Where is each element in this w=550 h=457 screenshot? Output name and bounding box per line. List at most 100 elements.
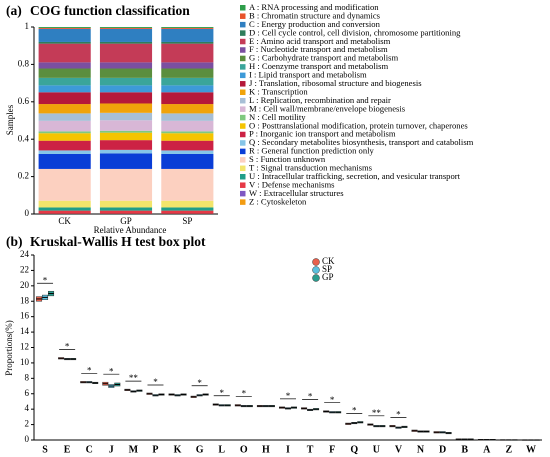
- legend-swatch: [240, 30, 246, 36]
- legend-label: Z : Cytoskeleton: [249, 196, 307, 206]
- chart-title: COG function classification: [30, 3, 190, 18]
- x-tick-label: E: [64, 444, 71, 455]
- panel-label: (b): [6, 234, 23, 249]
- bar-segment: [99, 130, 153, 133]
- legend-swatch: [240, 81, 246, 87]
- bar-segment: [99, 168, 153, 201]
- bar-segment: [161, 43, 214, 63]
- legend-label: F : Nucleotide transport and metabolism: [249, 44, 388, 54]
- bar-segment: [38, 133, 91, 141]
- bar-segment: [38, 120, 91, 132]
- y-tick-label: 0.8: [18, 58, 30, 68]
- bar-segment: [99, 120, 153, 131]
- bar-segment: [99, 200, 153, 208]
- bar-segment: [161, 200, 214, 208]
- bar-segment: [38, 62, 91, 69]
- bar-segment: [38, 92, 91, 105]
- bar-segment: [38, 140, 91, 151]
- bar-segment: [38, 41, 91, 44]
- bar-segment: [38, 28, 91, 42]
- x-tick-label: C: [86, 444, 93, 455]
- bar-segment: [38, 153, 91, 169]
- legend-label: V : Defense mechanisms: [249, 179, 335, 189]
- legend-swatch: [240, 106, 246, 112]
- bar-segment: [38, 131, 91, 134]
- y-tick-label: 12: [20, 342, 29, 352]
- significance-label: *: [330, 395, 335, 405]
- legend-swatch: [240, 174, 246, 180]
- significance-label: *: [308, 392, 313, 402]
- legend-label: D : Cell cycle control, cell division, c…: [249, 27, 461, 37]
- legend-swatch: [240, 157, 246, 163]
- x-tick-label: Z: [506, 444, 513, 455]
- y-tick-label: 0: [25, 208, 30, 218]
- bar-segment: [161, 153, 214, 169]
- bar-segment: [99, 77, 153, 86]
- significance-label: *: [153, 377, 158, 387]
- legend-swatch: [240, 182, 246, 188]
- bar-segment: [99, 210, 153, 214]
- legend-label: P : Inorganic ion transport and metaboli…: [249, 129, 396, 139]
- x-tick-label: H: [262, 444, 270, 455]
- y-axis-label: Proportions(%): [4, 320, 14, 376]
- significance-label: *: [219, 388, 224, 398]
- x-tick-label: S: [42, 444, 48, 455]
- x-tick-label: GP: [120, 216, 132, 226]
- x-tick-label: P: [152, 444, 158, 455]
- bar-segment: [38, 27, 91, 28]
- significance-label: **: [129, 373, 139, 383]
- legend-swatch: [240, 97, 246, 104]
- x-tick-label: SP: [182, 216, 192, 226]
- y-tick-label: 10: [20, 357, 30, 367]
- legend-swatch: [240, 148, 246, 155]
- bar-segment: [161, 27, 214, 29]
- bar-segment: [99, 27, 153, 29]
- bar-segment: [99, 68, 153, 78]
- legend-swatch: [240, 21, 246, 28]
- y-tick-label: 24: [20, 249, 30, 259]
- y-tick-label: 0: [25, 434, 30, 444]
- bar-segment: [161, 168, 214, 201]
- bar-segment: [38, 68, 91, 78]
- legend-swatch: [240, 114, 246, 121]
- legend-swatch: [312, 258, 320, 266]
- legend-label: G : Carbohydrate transport and metabolis…: [249, 53, 398, 63]
- bar-segment: [161, 41, 214, 44]
- legend-swatch: [240, 64, 246, 70]
- legend-label: H : Coenzyme transport and metabolism: [249, 61, 388, 71]
- legend-label: R : General function prediction only: [249, 146, 375, 156]
- bar-segment: [38, 104, 91, 114]
- y-tick-label: 20: [20, 280, 30, 290]
- x-tick-label: F: [329, 444, 335, 455]
- bar-segment: [99, 85, 153, 93]
- x-tick-label: A: [483, 444, 491, 455]
- x-tick-label: Q: [350, 444, 358, 455]
- legend-swatch: [240, 123, 246, 129]
- panel-label: (a): [6, 3, 22, 18]
- legend-swatch: [240, 140, 246, 146]
- bar-segment: [161, 104, 214, 114]
- bar-segment: [161, 120, 214, 132]
- significance-label: *: [286, 391, 291, 401]
- chart-title: Kruskal-Wallis H test box plot: [30, 234, 206, 249]
- x-tick-label: D: [439, 444, 446, 455]
- y-tick-label: 14: [20, 326, 30, 336]
- bar-segment: [161, 27, 214, 28]
- bar-segment: [161, 68, 214, 78]
- bar-segment: [99, 132, 153, 141]
- x-tick-label: CK: [58, 216, 71, 226]
- legend-swatch: [240, 199, 246, 205]
- legend-label: A : RNA processing and modification: [249, 2, 379, 12]
- bar-segment: [99, 149, 153, 154]
- bar-segment: [99, 103, 153, 113]
- x-tick-label: I: [286, 444, 290, 455]
- y-tick-label: 18: [20, 295, 30, 305]
- significance-label: *: [396, 409, 401, 419]
- bar-segment: [99, 27, 153, 28]
- legend-label: GP: [322, 272, 334, 282]
- bar-segment: [38, 113, 91, 121]
- x-tick-label: U: [373, 444, 380, 455]
- x-tick-label: W: [526, 444, 536, 455]
- y-tick-label: 22: [20, 264, 29, 274]
